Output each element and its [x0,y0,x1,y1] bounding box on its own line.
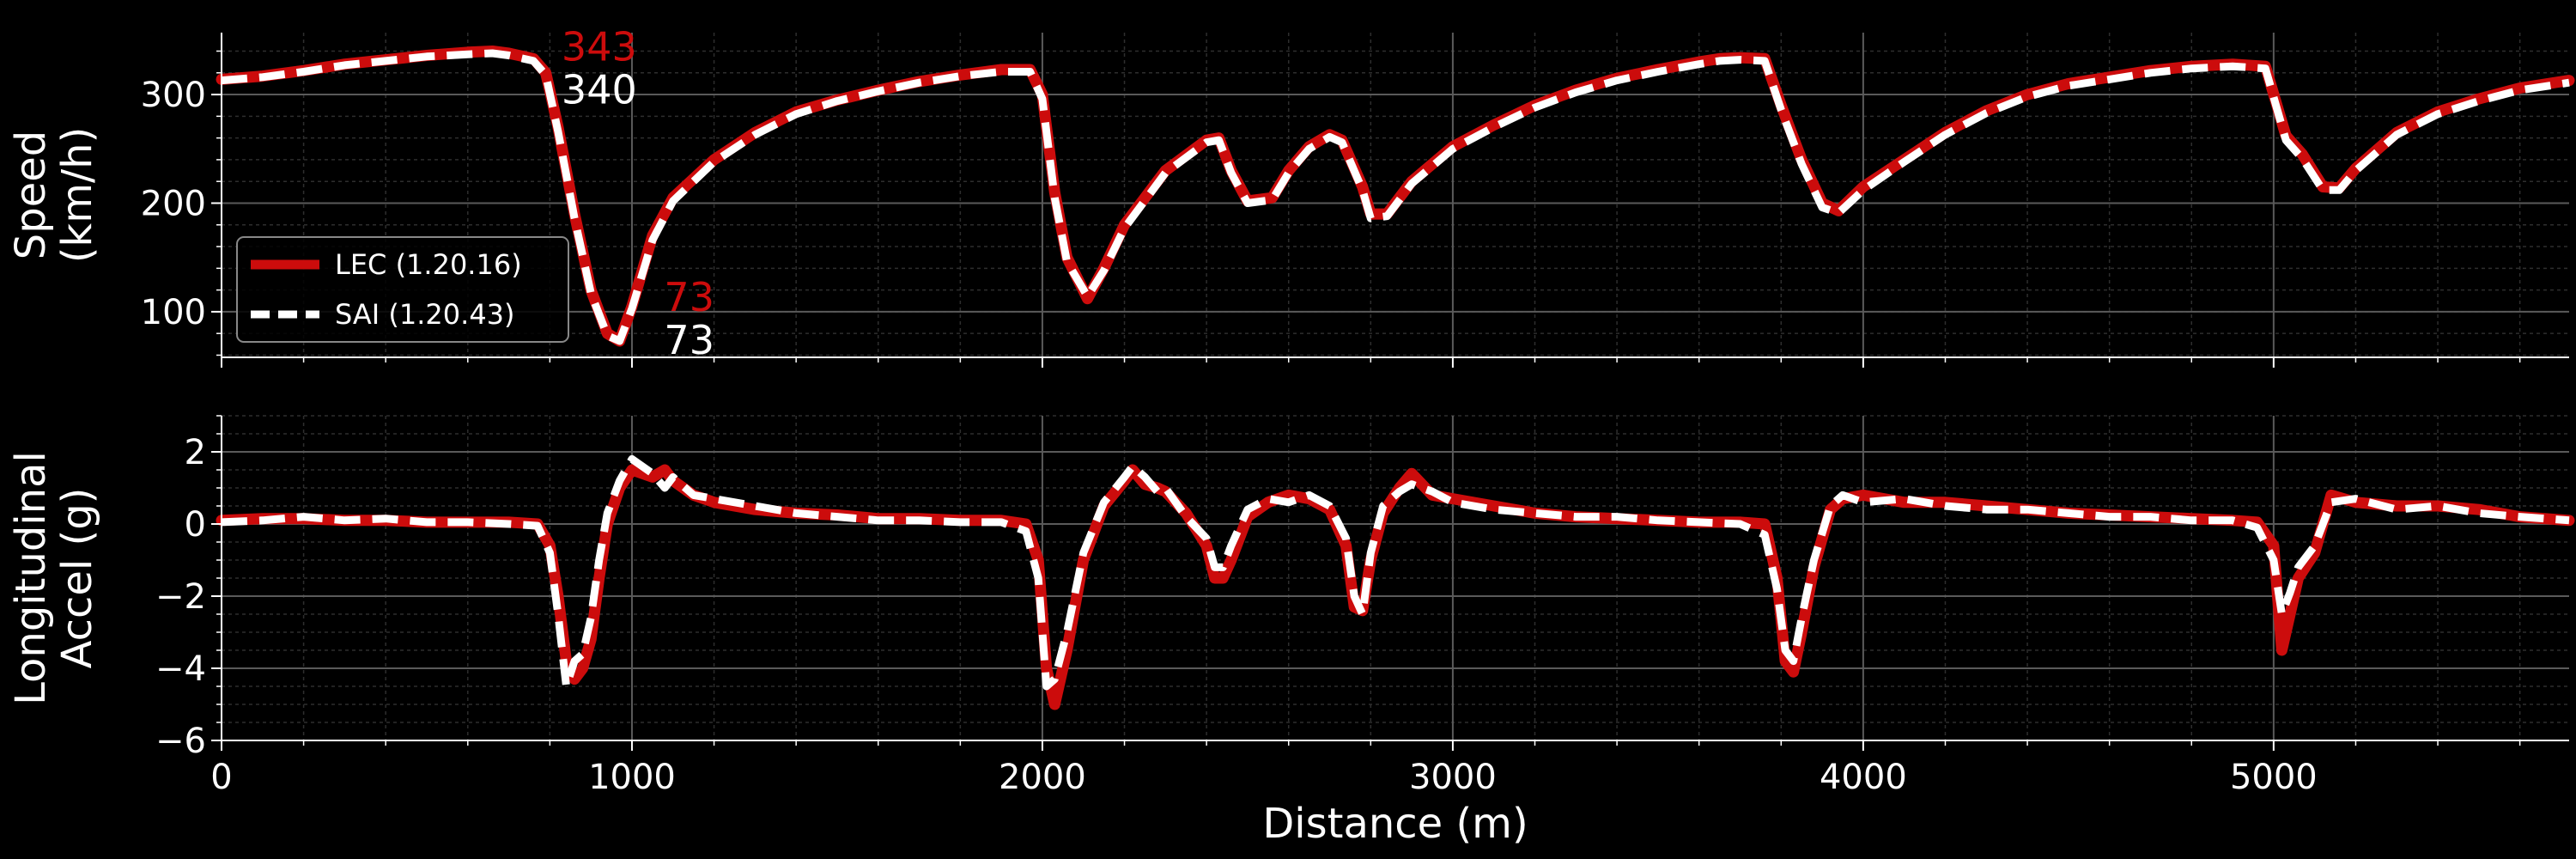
series-layer [216,46,2575,710]
x-axis-title: Distance (m) [1262,800,1528,848]
xtick-label: 3000 [1409,758,1497,797]
accel-ytick-label: 0 [185,505,206,545]
xtick-label: 0 [210,758,232,797]
speed-annotation-lec: 343 [562,24,637,70]
grid-layer [222,33,2569,741]
xtick-label: 2000 [999,758,1086,797]
accel-ylabel-line: Accel (g) [53,488,101,669]
speed-ytick-label: 200 [141,184,206,223]
speed-ytick-label: 100 [141,293,206,332]
legend-label-lec: LEC (1.20.16) [335,248,522,281]
xtick-label: 1000 [588,758,676,797]
legend-label-sai: SAI (1.20.43) [335,298,515,331]
xtick-label: 5000 [2230,758,2318,797]
accel-ytick-label: −6 [155,722,206,761]
accel-ytick-label: −4 [155,649,206,689]
accel-ytick-label: 2 [185,433,206,472]
legend: LEC (1.20.16) SAI (1.20.43) [236,236,569,343]
accel-series-sai [221,454,2570,691]
speed-annotation-sai: 73 [664,317,714,363]
speed-ylabel-line: Speed [7,131,55,259]
speed-series-sai [221,49,2570,345]
legend-box [236,236,569,343]
accel-ylabel: LongitudinalAccel (g) [7,451,101,705]
xtick-label: 4000 [1820,758,1907,797]
accel-ylabel-line: Longitudinal [7,451,55,705]
accel-ytick-label: −2 [155,577,206,617]
axes-layer [211,33,2569,751]
speed-ylabel: Speed(km/h) [7,127,101,264]
speed-ytick-label: 300 [141,76,206,115]
speed-annotation-lec: 73 [664,274,714,320]
speed-ylabel-line: (km/h) [53,127,101,264]
speed-annotation-sai: 340 [562,67,637,113]
